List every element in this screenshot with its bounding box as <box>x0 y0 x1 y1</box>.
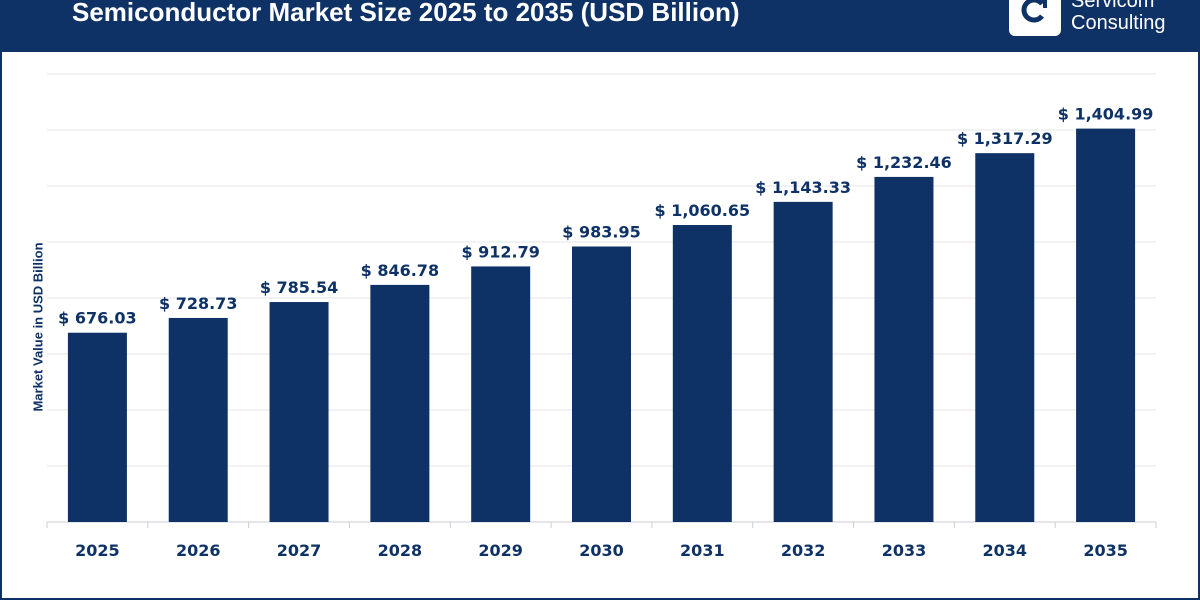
bar-2027 <box>269 302 329 522</box>
logo-mark <box>1021 0 1047 23</box>
chart-title: Semiconductor Market Size 2025 to 2035 (… <box>72 0 740 27</box>
data-label-2031: $ 1,060.65 <box>654 201 750 220</box>
bar-2026 <box>168 317 228 522</box>
data-label-2034: $ 1,317.29 <box>957 129 1053 148</box>
data-label-2033: $ 1,232.46 <box>856 153 952 172</box>
x-tick-label-2031: 2031 <box>680 541 725 560</box>
header-bar: Semiconductor Market Size 2025 to 2035 (… <box>0 0 1200 52</box>
x-tick-label-2032: 2032 <box>781 541 826 560</box>
bar-2032 <box>773 201 833 522</box>
data-label-2030: $ 983.95 <box>562 222 640 241</box>
bar-2030 <box>572 246 631 522</box>
bar-2025 <box>67 332 127 522</box>
bar-2029 <box>471 266 531 522</box>
bar-2031 <box>672 225 732 522</box>
x-tick-label-2025: 2025 <box>75 541 120 560</box>
chart-frame <box>0 52 1200 600</box>
bar-2035 <box>1076 128 1136 523</box>
data-labels: $ 676.03 $ 728.73 $ 785.54 $ 846.78 $ 912.79… <box>58 105 1153 328</box>
bar-2028 <box>370 284 430 522</box>
data-label-2029: $ 912.79 <box>461 242 539 261</box>
data-label-2032: $ 1,143.33 <box>755 178 851 197</box>
bars <box>67 128 1136 523</box>
bar-2034 <box>975 153 1035 522</box>
x-axis-ticks: 2025 2026 2027 2028 2029 2030 2031 2032 2033 2034… <box>75 541 1128 560</box>
logo-line-2: Consulting <box>1071 12 1166 34</box>
y-axis-label: Market Value in USD Billion <box>30 242 46 412</box>
x-tick-label-2030: 2030 <box>579 541 624 560</box>
data-label-2035: $ 1,404.99 <box>1058 105 1154 124</box>
x-tick-label-2029: 2029 <box>478 541 523 560</box>
x-tick-label-2035: 2035 <box>1083 541 1128 560</box>
company-logo-text: Servicom Consulting <box>1071 0 1166 34</box>
x-tick-label-2028: 2028 <box>378 541 423 560</box>
x-tick-label-2027: 2027 <box>277 541 322 560</box>
data-label-2025: $ 676.03 <box>58 309 136 328</box>
x-tick-label-2026: 2026 <box>176 541 221 560</box>
data-label-2026: $ 728.73 <box>159 294 237 313</box>
x-tick-label-2034: 2034 <box>983 541 1028 560</box>
data-label-2027: $ 785.54 <box>260 278 338 297</box>
c-arrow-logo-icon <box>1009 0 1061 36</box>
bar-2033 <box>874 176 934 522</box>
x-tick-label-2033: 2033 <box>882 541 927 560</box>
data-label-2028: $ 846.78 <box>361 261 439 280</box>
logo-line-1: Servicom <box>1071 0 1155 12</box>
